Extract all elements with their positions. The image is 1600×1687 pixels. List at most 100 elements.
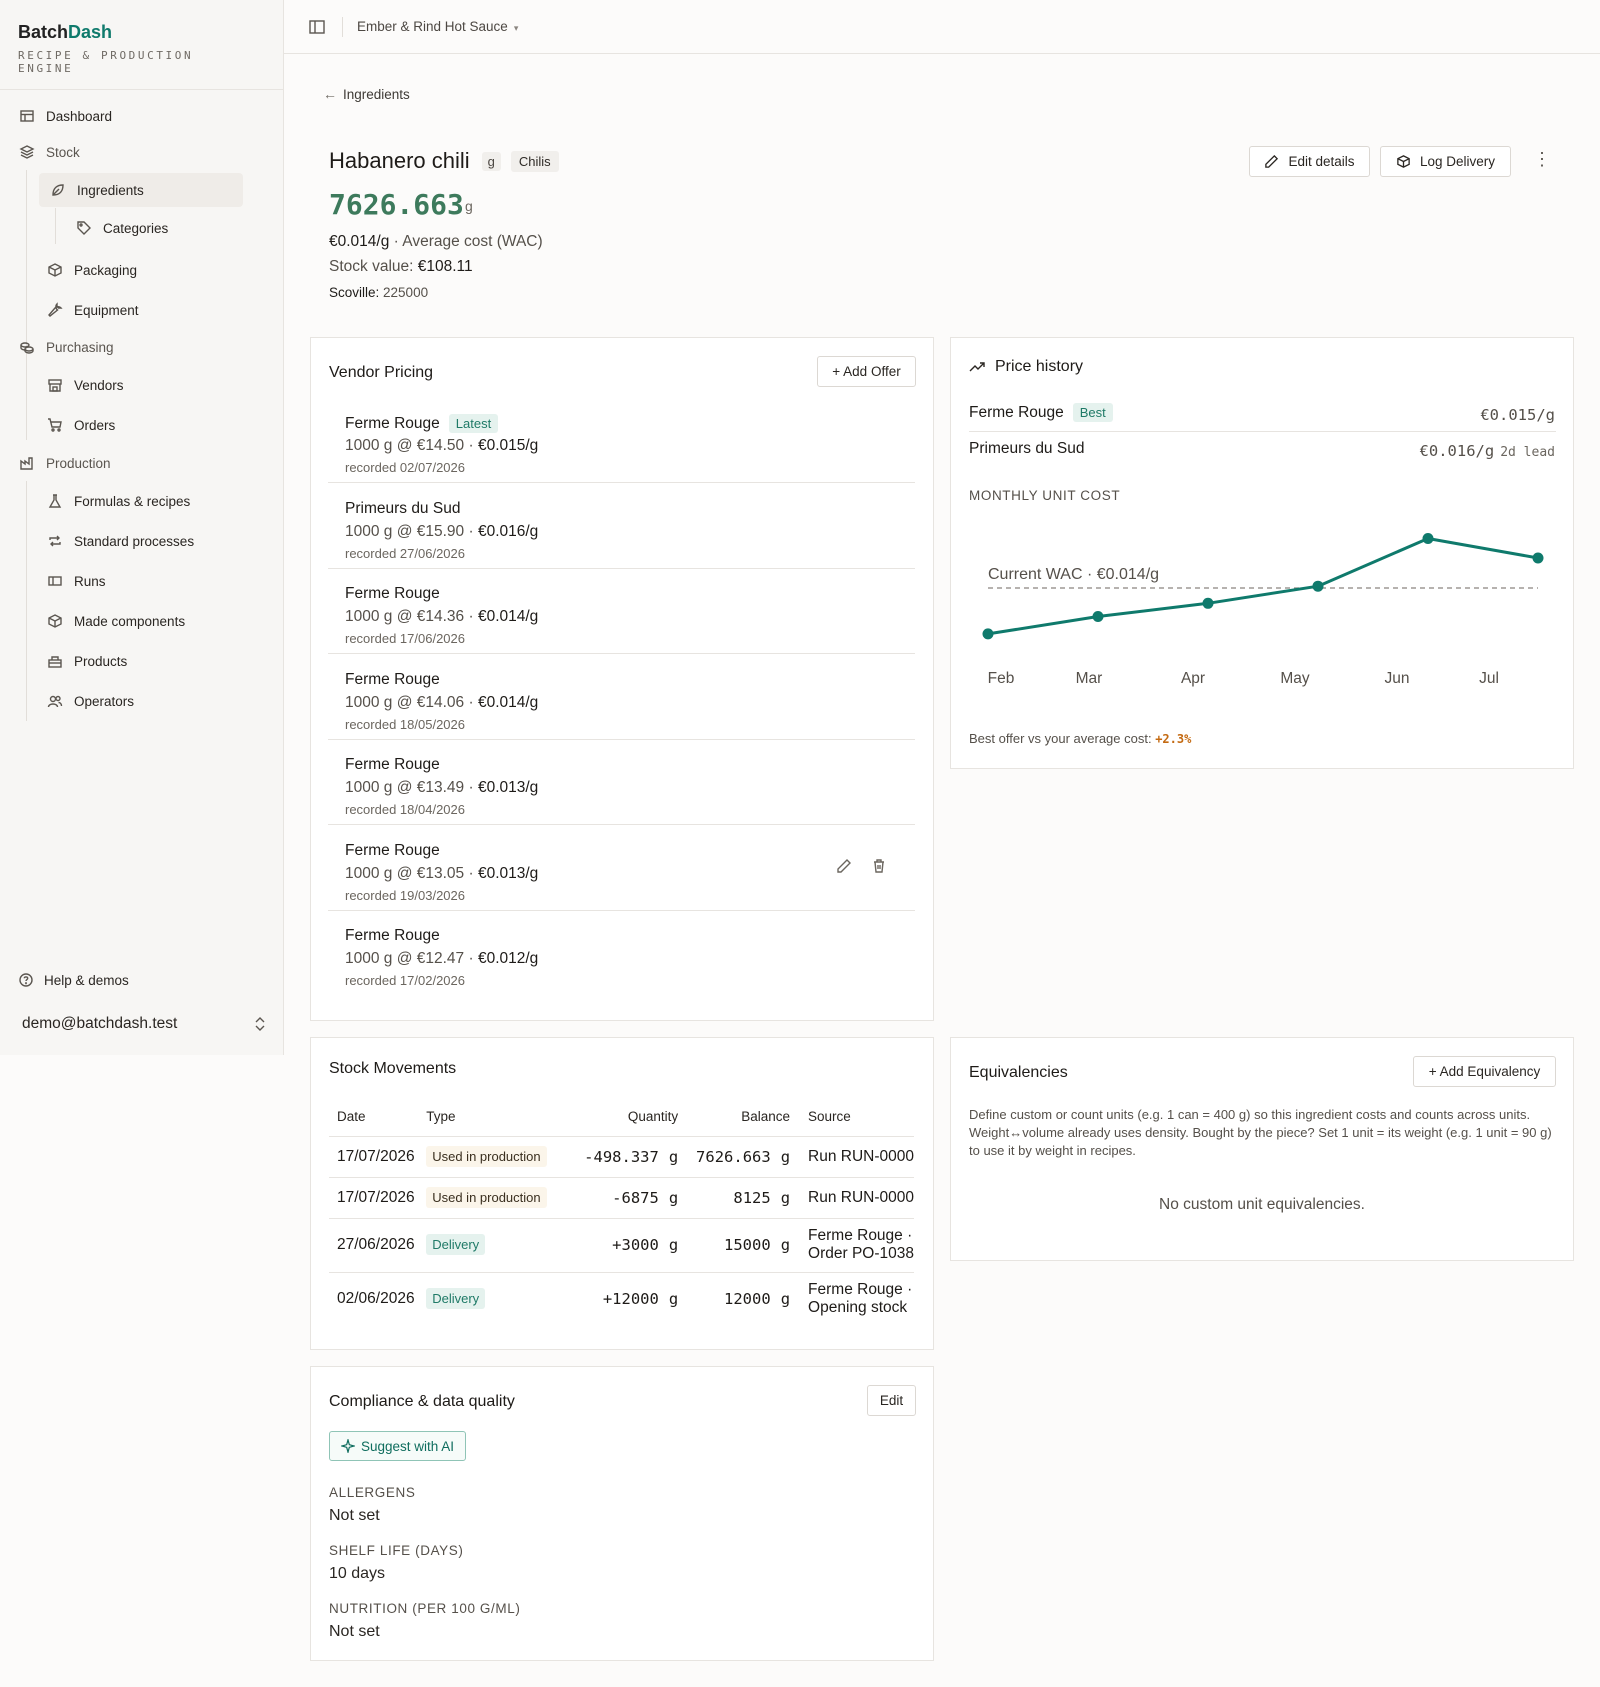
offer-row[interactable]: Ferme Rouge 1000 g @ €13.05 · €0.013/g rec… [328,826,915,911]
sidebar-label: Standard processes [74,533,195,549]
sidebar-item-stock[interactable]: Stock [18,135,80,169]
price-history-header: Price history [969,358,1083,376]
x-tick-label: Jul [1479,670,1499,687]
offer-row[interactable]: Ferme Rouge 1000 g @ €12.47 · €0.012/g rec… [328,911,915,996]
balance-value: 7626.663 [696,1147,771,1166]
offer-price: 1000 g @ €14.06 · €0.014/g [345,694,538,712]
type-chip: Delivery [426,1288,486,1310]
offer-row[interactable]: Ferme Rouge Latest 1000 g @ €14.50 · €0.01… [328,398,915,483]
source-line: Run RUN-0000 [808,1147,914,1165]
sidebar-item-formulas[interactable]: Formulas & recipes [46,484,190,518]
qty-unit: g [668,1236,679,1254]
offer-row[interactable]: Ferme Rouge 1000 g @ €14.36 · €0.014/g rec… [328,569,915,654]
stock-quantity-unit: g [465,198,473,214]
sparkle-icon [341,1439,355,1453]
stock-value-line: Stock value: €108.11 [329,258,473,276]
table-row[interactable]: 17/07/2026 Used in production -498.337 g 762… [329,1136,914,1178]
add-equivalency-button[interactable]: + Add Equivalency [1413,1056,1556,1087]
allergens-label: ALLERGENS [329,1485,416,1500]
help-demos-link[interactable]: Help & demos [18,972,129,988]
cell-quantity: -6875 g [569,1177,679,1219]
type-chip: Used in production [426,1186,547,1208]
offer-row[interactable]: Ferme Rouge 1000 g @ €13.49 · €0.013/g rec… [328,740,915,825]
arrow-left-icon: ← [323,86,337,102]
balance-value: 15000 [724,1236,771,1254]
leaf-icon [49,181,67,199]
sidebar-label: Production [46,455,111,471]
sidebar-item-processes[interactable]: Standard processes [46,524,194,558]
latest-badge: Latest [448,414,499,433]
sidebar-item-runs[interactable]: Runs [46,564,106,598]
pencil-icon[interactable] [836,858,852,874]
cell-source[interactable]: Run RUN-0000 [790,1136,914,1178]
stock-quantity: 7626.663 [329,188,464,221]
sidebar-item-ingredients[interactable]: Ingredients [39,173,243,207]
tag-icon [75,219,93,237]
table-row[interactable]: 27/06/2026 Delivery +3000 g 15000 g Ferme Roug… [329,1218,914,1273]
brand-logo[interactable]: BatchDash RECIPE & PRODUCTION ENGINE [18,22,218,75]
offer-recorded: recorded 17/06/2026 [345,631,465,646]
layers-icon [18,143,36,161]
equivalencies-card: Equivalencies + Add Equivalency Define c… [950,1037,1574,1261]
ph-vendor-name: Ferme Rouge [969,403,1064,421]
cell-source[interactable]: Ferme Rouge · Opening stock [790,1272,914,1326]
sidebar-label: Categories [103,220,169,236]
sidebar-item-categories[interactable]: Categories [75,211,168,245]
sidebar-item-orders[interactable]: Orders [46,408,115,442]
offer-vendor: Ferme Rouge [345,927,440,945]
sidebar-item-operators[interactable]: Operators [46,684,134,718]
compliance-edit-button[interactable]: Edit [867,1385,916,1416]
edit-details-button[interactable]: Edit details [1249,146,1370,177]
sidebar-item-equipment[interactable]: Equipment [46,293,139,327]
sidebar-label: Formulas & recipes [74,493,191,509]
offer-divider [328,482,915,483]
offer-qty-price: 1000 g @ €13.05 · [345,864,478,882]
box-icon [46,612,64,630]
ph-vendor-row: Ferme Rouge Best [969,403,1113,422]
suggest-ai-label: Suggest with AI [361,1438,455,1454]
sidebar-item-products[interactable]: Products [46,644,127,678]
price-history-title: Price history [995,358,1084,375]
offer-qty-price: 1000 g @ €14.36 · [345,608,478,625]
sidebar-label: Dashboard [46,108,113,124]
trash-icon[interactable] [871,858,887,874]
suggest-ai-button[interactable]: Suggest with AI [329,1431,467,1461]
cell-balance: 12000 g [678,1272,790,1326]
cell-source[interactable]: Run RUN-0000 [790,1177,914,1219]
sidebar-item-vendors[interactable]: Vendors [46,368,124,402]
table-row[interactable]: 02/06/2026 Delivery +12000 g 12000 g Ferme Rou… [329,1272,914,1326]
offer-unit-price: €0.016/g [477,522,539,540]
wrench-icon [46,301,64,319]
more-options-icon[interactable]: ⋮ [1533,149,1551,169]
table-row[interactable]: 17/07/2026 Used in production -6875 g 8125 g R… [329,1177,914,1219]
package-icon [1397,155,1410,168]
price-point [1422,533,1434,544]
offer-row[interactable]: Primeurs du Sud 1000 g @ €15.90 · €0.016/… [328,484,915,569]
title-row: Habanero chili g Chilis [329,148,559,174]
flask-icon [46,492,64,510]
back-to-ingredients-link[interactable]: ← Ingredients [323,86,410,102]
sidebar-item-dashboard[interactable]: Dashboard [18,99,112,133]
users-icon [46,692,64,710]
log-delivery-button[interactable]: Log Delivery [1380,146,1511,177]
user-menu[interactable]: demo@batchdash.test [22,1015,267,1033]
workspace-switcher[interactable]: Ember & Rind Hot Sauce ▾ [357,19,518,34]
sidebar-toggle-icon[interactable] [308,18,326,36]
offer-unit-price: €0.013/g [477,864,539,882]
x-tick-label: Apr [1181,670,1205,687]
sidebar-label: Packaging [74,262,138,278]
sidebar-item-purchasing[interactable]: Purchasing [18,330,114,364]
sidebar-item-packaging[interactable]: Packaging [46,253,137,287]
cell-source[interactable]: Ferme Rouge · Order PO-1038 [790,1218,914,1273]
brand-tagline: RECIPE & PRODUCTION ENGINE [18,49,194,75]
sidebar-item-production[interactable]: Production [18,446,111,480]
category-chip[interactable]: Chilis [510,150,559,172]
best-offer-delta: +2.3% [1155,732,1192,746]
sidebar-label: Ingredients [77,182,144,198]
offer-row[interactable]: Ferme Rouge 1000 g @ €14.06 · €0.014/g rec… [328,655,915,740]
cell-date: 27/06/2026 [329,1218,427,1273]
add-offer-button[interactable]: + Add Offer [817,356,916,387]
source-detail: Opening stock [808,1299,908,1317]
source-line: Run RUN-0000 [808,1188,914,1206]
sidebar-item-made-components[interactable]: Made components [46,604,185,638]
